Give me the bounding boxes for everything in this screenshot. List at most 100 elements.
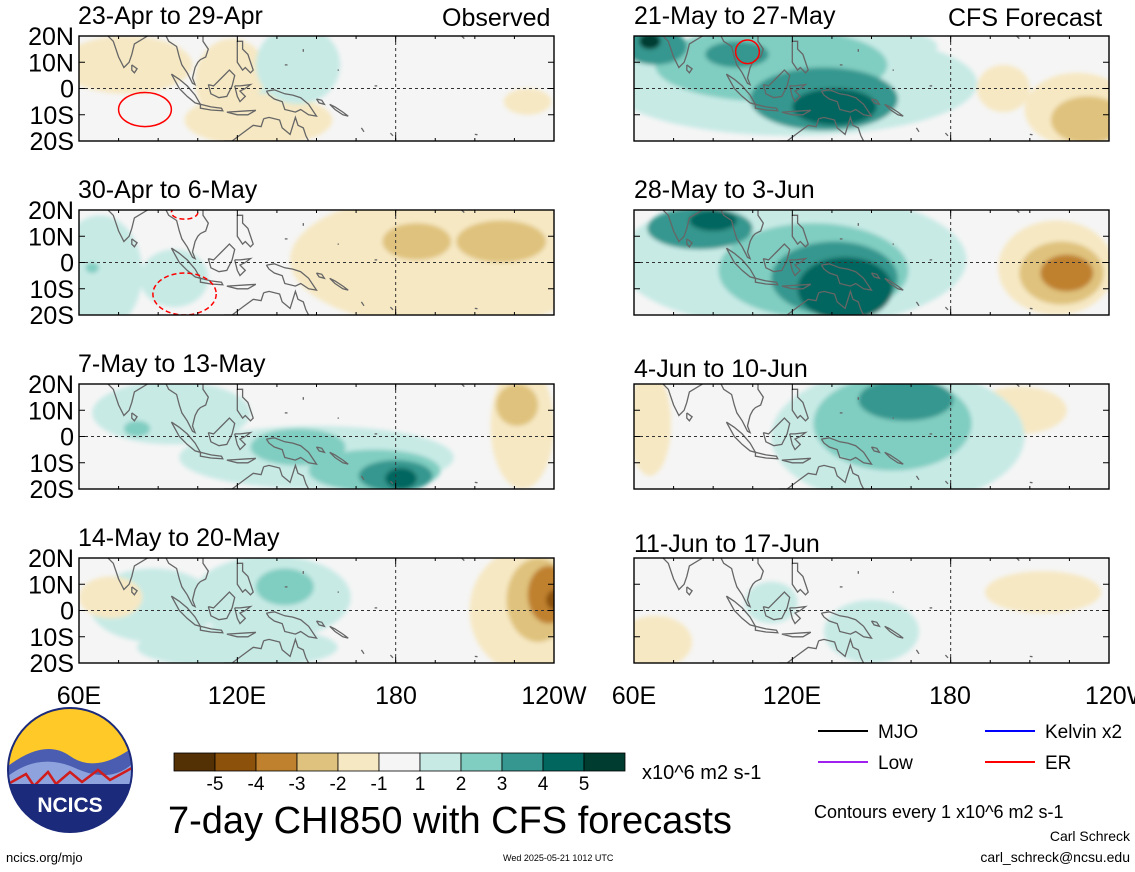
coastline — [131, 64, 138, 74]
y-tick-label: 20N — [28, 197, 74, 225]
panel-title: 28-May to 3-Jun — [634, 176, 815, 204]
legend-label: Low — [878, 753, 913, 774]
coastline — [199, 103, 224, 112]
coastline — [781, 109, 812, 116]
coastline — [234, 257, 253, 277]
coastline — [915, 475, 920, 481]
x-tick-label: 180 — [375, 682, 417, 710]
anomaly-blob — [689, 210, 737, 231]
x-tick-label: 120W — [521, 682, 587, 710]
legend-label: ER — [1045, 753, 1071, 774]
coastline — [789, 83, 808, 103]
anomaly-blob — [1040, 254, 1094, 292]
anomaly-blob — [744, 581, 798, 624]
coastline — [686, 412, 693, 422]
chart-title: 7-day CHI850 with CFS forecasts — [168, 800, 732, 842]
panel-title: 4-Jun to 10-Jun — [634, 355, 808, 383]
coastline — [224, 289, 310, 315]
x-tick-label: 120E — [763, 682, 821, 710]
coastline — [315, 620, 326, 628]
anomaly-blob — [824, 600, 919, 663]
coastline — [762, 69, 791, 99]
anomaly-blob — [382, 223, 452, 260]
coastline — [107, 36, 210, 86]
coastline — [329, 625, 349, 639]
coastline — [389, 306, 394, 311]
coastline — [224, 637, 310, 663]
coastline — [389, 480, 394, 485]
logo-text: NCICS — [37, 794, 102, 817]
coastline — [389, 654, 394, 659]
coastline — [944, 306, 949, 311]
coastline — [870, 98, 881, 106]
coastline — [234, 605, 253, 625]
coastline — [779, 289, 865, 315]
anomaly-blob — [184, 93, 333, 141]
colorbar-swatch — [501, 752, 544, 772]
coastline — [199, 277, 224, 286]
x-tick-label: 60E — [612, 682, 656, 710]
colorbar-tick-label: -2 — [330, 774, 347, 795]
coastline — [107, 384, 210, 434]
coastline — [915, 301, 920, 307]
coastline — [662, 384, 765, 434]
coastline — [389, 132, 394, 137]
colorbar-swatch — [337, 752, 380, 772]
coastline — [360, 301, 365, 307]
coastline — [236, 562, 254, 596]
anomaly-blob — [290, 210, 554, 315]
coastline — [265, 437, 318, 465]
anomaly-blob — [977, 64, 1030, 113]
anomaly-blob — [639, 36, 661, 50]
anomaly-blob — [546, 589, 554, 611]
y-tick-label: 10N — [28, 397, 74, 425]
coastline — [884, 451, 904, 465]
coastline — [107, 210, 210, 260]
coastline — [226, 283, 257, 290]
y-tick-label: 0 — [60, 424, 74, 452]
coastline — [686, 586, 693, 596]
coastline — [789, 605, 808, 625]
anomaly-blob — [858, 384, 954, 421]
coastline — [265, 89, 318, 117]
y-tick-label: 20S — [30, 476, 74, 504]
colorbar-tick-label: -5 — [207, 774, 224, 795]
source-url[interactable]: ncics.org/mjo — [6, 850, 83, 865]
coastline — [360, 649, 365, 655]
units-label: x10^6 m2 s-1 — [642, 762, 762, 784]
anomaly-blob — [490, 384, 554, 489]
coastline — [131, 412, 138, 422]
coastline — [789, 431, 808, 451]
coastline — [107, 558, 210, 608]
y-tick-label: 10N — [28, 223, 74, 251]
colorbar-tick-label: -1 — [371, 774, 388, 795]
anomaly-blob — [495, 384, 539, 426]
anomaly-blob — [79, 36, 193, 94]
coastline — [754, 103, 779, 112]
panel-title: 14-May to 20-May — [78, 524, 280, 552]
cfs-forecast-heading: CFS Forecast — [948, 4, 1103, 32]
coastline — [884, 625, 904, 639]
coastline — [226, 457, 257, 464]
map-panel — [633, 35, 1110, 142]
coastline — [789, 257, 808, 277]
legend-label: MJO — [878, 722, 918, 743]
map-panel — [633, 557, 1110, 664]
coastline — [315, 446, 326, 454]
coastline — [779, 463, 865, 489]
y-tick-label: 20S — [30, 302, 74, 330]
coastline — [762, 591, 791, 621]
colorbar-swatch — [296, 752, 339, 772]
anomaly-blob — [797, 257, 893, 315]
coastline — [791, 40, 809, 74]
coastline — [791, 214, 809, 248]
anomaly-blob — [634, 384, 671, 476]
coastline — [820, 89, 873, 117]
coastline — [207, 243, 236, 273]
coastline — [686, 238, 693, 248]
x-tick-label: 60E — [57, 682, 101, 710]
er-contour — [117, 91, 173, 128]
panel-title: 21-May to 27-May — [634, 2, 836, 30]
